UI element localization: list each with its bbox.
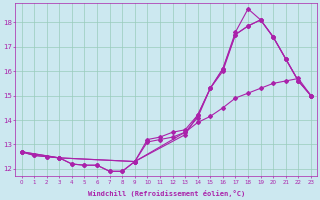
X-axis label: Windchill (Refroidissement éolien,°C): Windchill (Refroidissement éolien,°C) — [88, 190, 245, 197]
